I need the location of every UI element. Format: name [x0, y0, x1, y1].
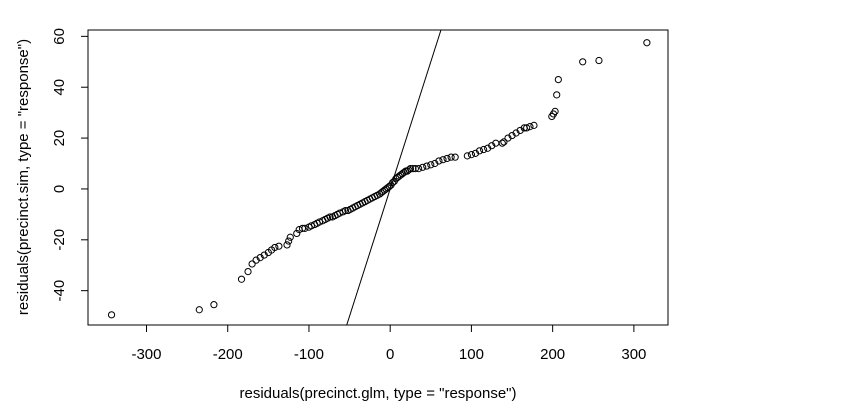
- x-axis: -300 -200 -100 0 100 200 300: [131, 324, 646, 363]
- y-tick-label: -40: [51, 280, 68, 302]
- data-point: [271, 243, 279, 252]
- data-point: [480, 145, 488, 154]
- data-point: [526, 123, 534, 131]
- data-point: [248, 260, 256, 268]
- data-point: [341, 206, 350, 215]
- data-point: [554, 75, 562, 84]
- y-tick-label: 20: [51, 130, 68, 147]
- data-point: [107, 311, 116, 319]
- data-point: [439, 156, 447, 164]
- x-tick-label: 300: [621, 346, 646, 363]
- data-point: [419, 163, 427, 171]
- x-tick-label: 0: [386, 346, 394, 363]
- data-point: [447, 153, 455, 161]
- data-point: [315, 218, 324, 226]
- data-point: [405, 166, 413, 174]
- data-point: [293, 229, 301, 238]
- y-tick-label: 60: [51, 28, 68, 45]
- reference-line-layer: [346, 30, 442, 325]
- y-tick-label: 40: [51, 79, 68, 96]
- reference-line: [346, 30, 442, 325]
- x-tick-label: 100: [459, 346, 484, 363]
- data-point: [643, 39, 651, 47]
- data-point: [553, 91, 561, 99]
- x-tick-label: -100: [294, 346, 324, 363]
- data-point: [427, 161, 435, 169]
- y-tick-label: -20: [51, 229, 68, 251]
- points-layer: [107, 39, 651, 319]
- data-point: [463, 152, 471, 160]
- data-point: [475, 147, 484, 155]
- data-point: [336, 209, 344, 217]
- data-point: [435, 157, 443, 165]
- data-point: [451, 153, 459, 161]
- data-point: [244, 267, 252, 276]
- data-point: [237, 275, 246, 283]
- data-point: [275, 242, 283, 250]
- data-point: [411, 164, 419, 173]
- data-point: [498, 139, 506, 147]
- x-tick-label: -200: [213, 346, 243, 363]
- data-point: [285, 237, 293, 245]
- data-point: [595, 56, 603, 65]
- data-point: [423, 162, 431, 170]
- y-axis-title: residuals(precinct.sim, type = "response…: [15, 39, 32, 315]
- data-point: [307, 222, 315, 230]
- y-axis: -40 -20 0 20 40 60: [51, 28, 89, 302]
- data-point: [415, 164, 423, 173]
- y-tick-label: 0: [51, 185, 68, 193]
- data-point: [286, 233, 294, 241]
- data-point: [406, 164, 415, 173]
- data-point: [409, 164, 417, 173]
- plot-box: [87, 29, 669, 326]
- data-point: [301, 224, 309, 232]
- data-point: [298, 224, 307, 232]
- x-tick-label: -300: [131, 346, 161, 363]
- data-point: [467, 151, 476, 159]
- data-point: [283, 241, 291, 249]
- data-point: [443, 154, 451, 163]
- x-tick-label: 200: [540, 346, 565, 363]
- x-axis-title: residuals(precinct.glm, type = "response…: [239, 385, 516, 402]
- data-point: [530, 121, 538, 129]
- data-point: [523, 124, 531, 132]
- data-point: [500, 138, 508, 146]
- data-point: [551, 107, 559, 115]
- data-point: [579, 58, 587, 66]
- data-point: [210, 301, 218, 309]
- data-point: [326, 213, 334, 221]
- data-point: [195, 306, 203, 314]
